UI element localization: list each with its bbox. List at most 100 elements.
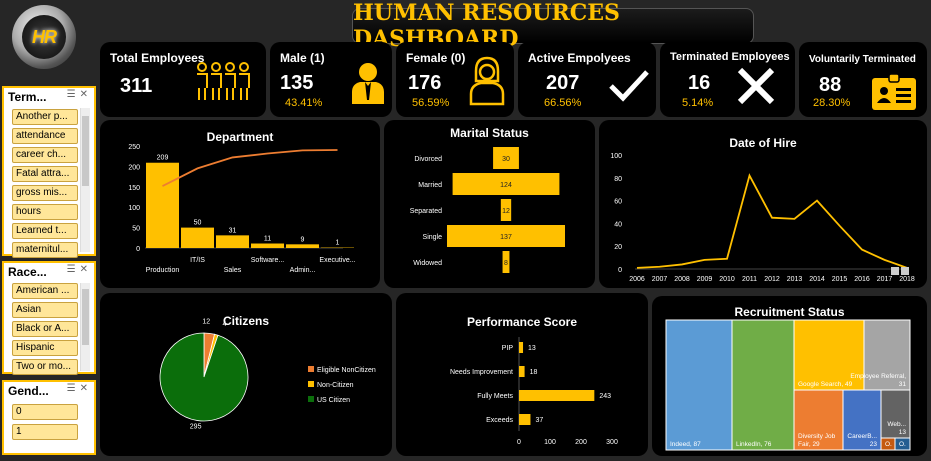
female-user-icon	[469, 56, 505, 106]
date-of-hire-chart: Date of Hire 0 20 40 60 80 100 2006 2007 2008 200…	[599, 120, 927, 288]
clear-filter-icon[interactable]: ✕	[79, 264, 92, 275]
treemap-label: Indeed, 87	[670, 441, 701, 448]
slicer-race-scrollbar[interactable]	[80, 283, 90, 371]
department-bar	[146, 162, 179, 248]
kpi-male-pct: 43.41%	[285, 97, 323, 109]
multi-select-icon[interactable]: ☰	[66, 89, 80, 100]
slicer-term-item[interactable]: Fatal attra...	[12, 166, 78, 182]
performance-score-chart: Performance Score 13 PIP 18 Needs Improveme…	[396, 293, 648, 456]
multi-select-icon[interactable]: ☰	[66, 383, 80, 394]
department-chart: Department 0 50 100 150 200 250 209 Production 5…	[100, 120, 380, 288]
employees-group-icon	[197, 62, 250, 100]
checkmark-icon	[609, 70, 649, 102]
slicer-race-title: Race...	[8, 265, 47, 279]
clear-filter-icon[interactable]: ✕	[79, 89, 92, 100]
treemap-label: 23	[870, 441, 878, 448]
data-label: 1	[336, 240, 340, 247]
x-tick-label: 2008	[674, 276, 690, 283]
x-tick-label: Sales	[224, 267, 242, 274]
kpi-voluntary: Voluntarily Terminated 88 28.30%	[799, 42, 927, 117]
recruitment-status-chart: Recruitment Status Indeed, 87 LinkedIn, 7…	[652, 296, 927, 456]
performance-chart-title: Performance Score	[466, 315, 578, 329]
performance-bar	[519, 390, 595, 401]
slicer-race-item[interactable]: Hispanic	[12, 340, 78, 356]
x-tick-label: 2015	[832, 276, 848, 283]
slicer-gender-item[interactable]: 1	[12, 424, 78, 440]
x-tick-label: Admin...	[290, 267, 316, 274]
treemap-label: O.	[885, 441, 892, 448]
data-label: 243	[599, 393, 611, 400]
category-label: Exceeds	[486, 417, 513, 424]
slicer-term-title: Term...	[8, 90, 47, 104]
data-label: 8	[504, 260, 508, 267]
category-label: Fully Meets	[477, 393, 513, 400]
kpi-terminated: Terminated Employees 16 5.14%	[660, 42, 795, 117]
treemap-label: 31	[899, 381, 907, 388]
kpi-female-value: 176	[408, 72, 442, 94]
treemap-label: 13	[899, 429, 907, 436]
slicer-race-item[interactable]: Two or mo...	[12, 359, 78, 375]
x-tick-label: 2010	[719, 276, 735, 283]
data-label: 50	[194, 220, 202, 227]
treemap-label: Google Search, 49	[798, 381, 853, 388]
slicer-term-item[interactable]: Learned t...	[12, 223, 78, 239]
x-tick-label: 2007	[652, 276, 668, 283]
y-tick-label: 0	[618, 267, 622, 274]
marital-chart-title: Marital Status	[450, 126, 529, 140]
slicer-term-item[interactable]: maternitul...	[12, 242, 78, 258]
data-label: 37	[535, 417, 543, 424]
kpi-total-employees: Total Employees 311	[100, 42, 266, 117]
data-label: 18	[530, 369, 538, 376]
slicer-term-scrollbar[interactable]	[80, 108, 90, 252]
marital-bar	[502, 251, 510, 273]
data-label: 295	[190, 423, 202, 430]
data-label: 12	[502, 208, 510, 215]
slicer-term-item[interactable]: career ch...	[12, 147, 78, 163]
slicer-race-item[interactable]: American ...	[12, 283, 78, 299]
hire-line	[636, 173, 908, 269]
x-tick-label: 300	[606, 439, 618, 446]
y-tick-label: 200	[128, 164, 140, 171]
slicer-term-item[interactable]: Another p...	[12, 109, 78, 125]
category-label: Married	[418, 182, 442, 189]
kpi-female-pct: 56.59%	[412, 97, 450, 109]
data-label: 31	[229, 227, 237, 234]
slicer-race-item[interactable]: Asian	[12, 302, 78, 318]
data-label: 137	[500, 234, 512, 241]
kpi-active: Active Empolyees 207 66.56%	[518, 42, 656, 117]
x-tick-label: Production	[146, 267, 180, 274]
treemap-tile	[731, 319, 795, 451]
logo-text: HR	[22, 15, 66, 59]
marital-bar	[500, 199, 512, 221]
y-tick-label: 100	[128, 205, 140, 212]
kpi-active-label: Active Empolyees	[528, 51, 631, 65]
slicer-race-item[interactable]: Black or A...	[12, 321, 78, 337]
category-label: Divorced	[414, 156, 442, 163]
clear-filter-icon[interactable]: ✕	[79, 383, 92, 394]
slicer-gender-item[interactable]: 0	[12, 404, 78, 420]
x-tick-label: 100	[544, 439, 556, 446]
slicer-gender-title: Gend...	[8, 384, 49, 398]
x-tick-label: 200	[575, 439, 587, 446]
multi-select-icon[interactable]: ☰	[66, 264, 80, 275]
hr-logo: HR	[12, 5, 76, 69]
treemap-label: Web...	[887, 421, 906, 428]
legend-swatch	[308, 381, 314, 387]
filter-button-icon	[901, 267, 909, 275]
category-label: Single	[423, 234, 443, 241]
kpi-male-value: 135	[280, 72, 314, 94]
category-label: PIP	[502, 345, 514, 352]
category-label: Widowed	[413, 260, 442, 267]
slicer-term-item[interactable]: attendance	[12, 128, 78, 144]
kpi-female: Female (0) 176 56.59%	[396, 42, 514, 117]
x-tick-label: 2006	[629, 276, 645, 283]
slicer-term-item[interactable]: gross mis...	[12, 185, 78, 201]
slicer-term-item[interactable]: hours	[12, 204, 78, 220]
citizens-chart-title: Citizens	[222, 314, 269, 328]
treemap-label: O.	[899, 441, 906, 448]
legend-swatch	[308, 396, 314, 402]
x-tick-label: 2011	[742, 276, 757, 283]
department-bar	[286, 244, 319, 248]
treemap-label: Employee Referral,	[850, 373, 906, 380]
kpi-male-label: Male (1)	[280, 51, 325, 65]
